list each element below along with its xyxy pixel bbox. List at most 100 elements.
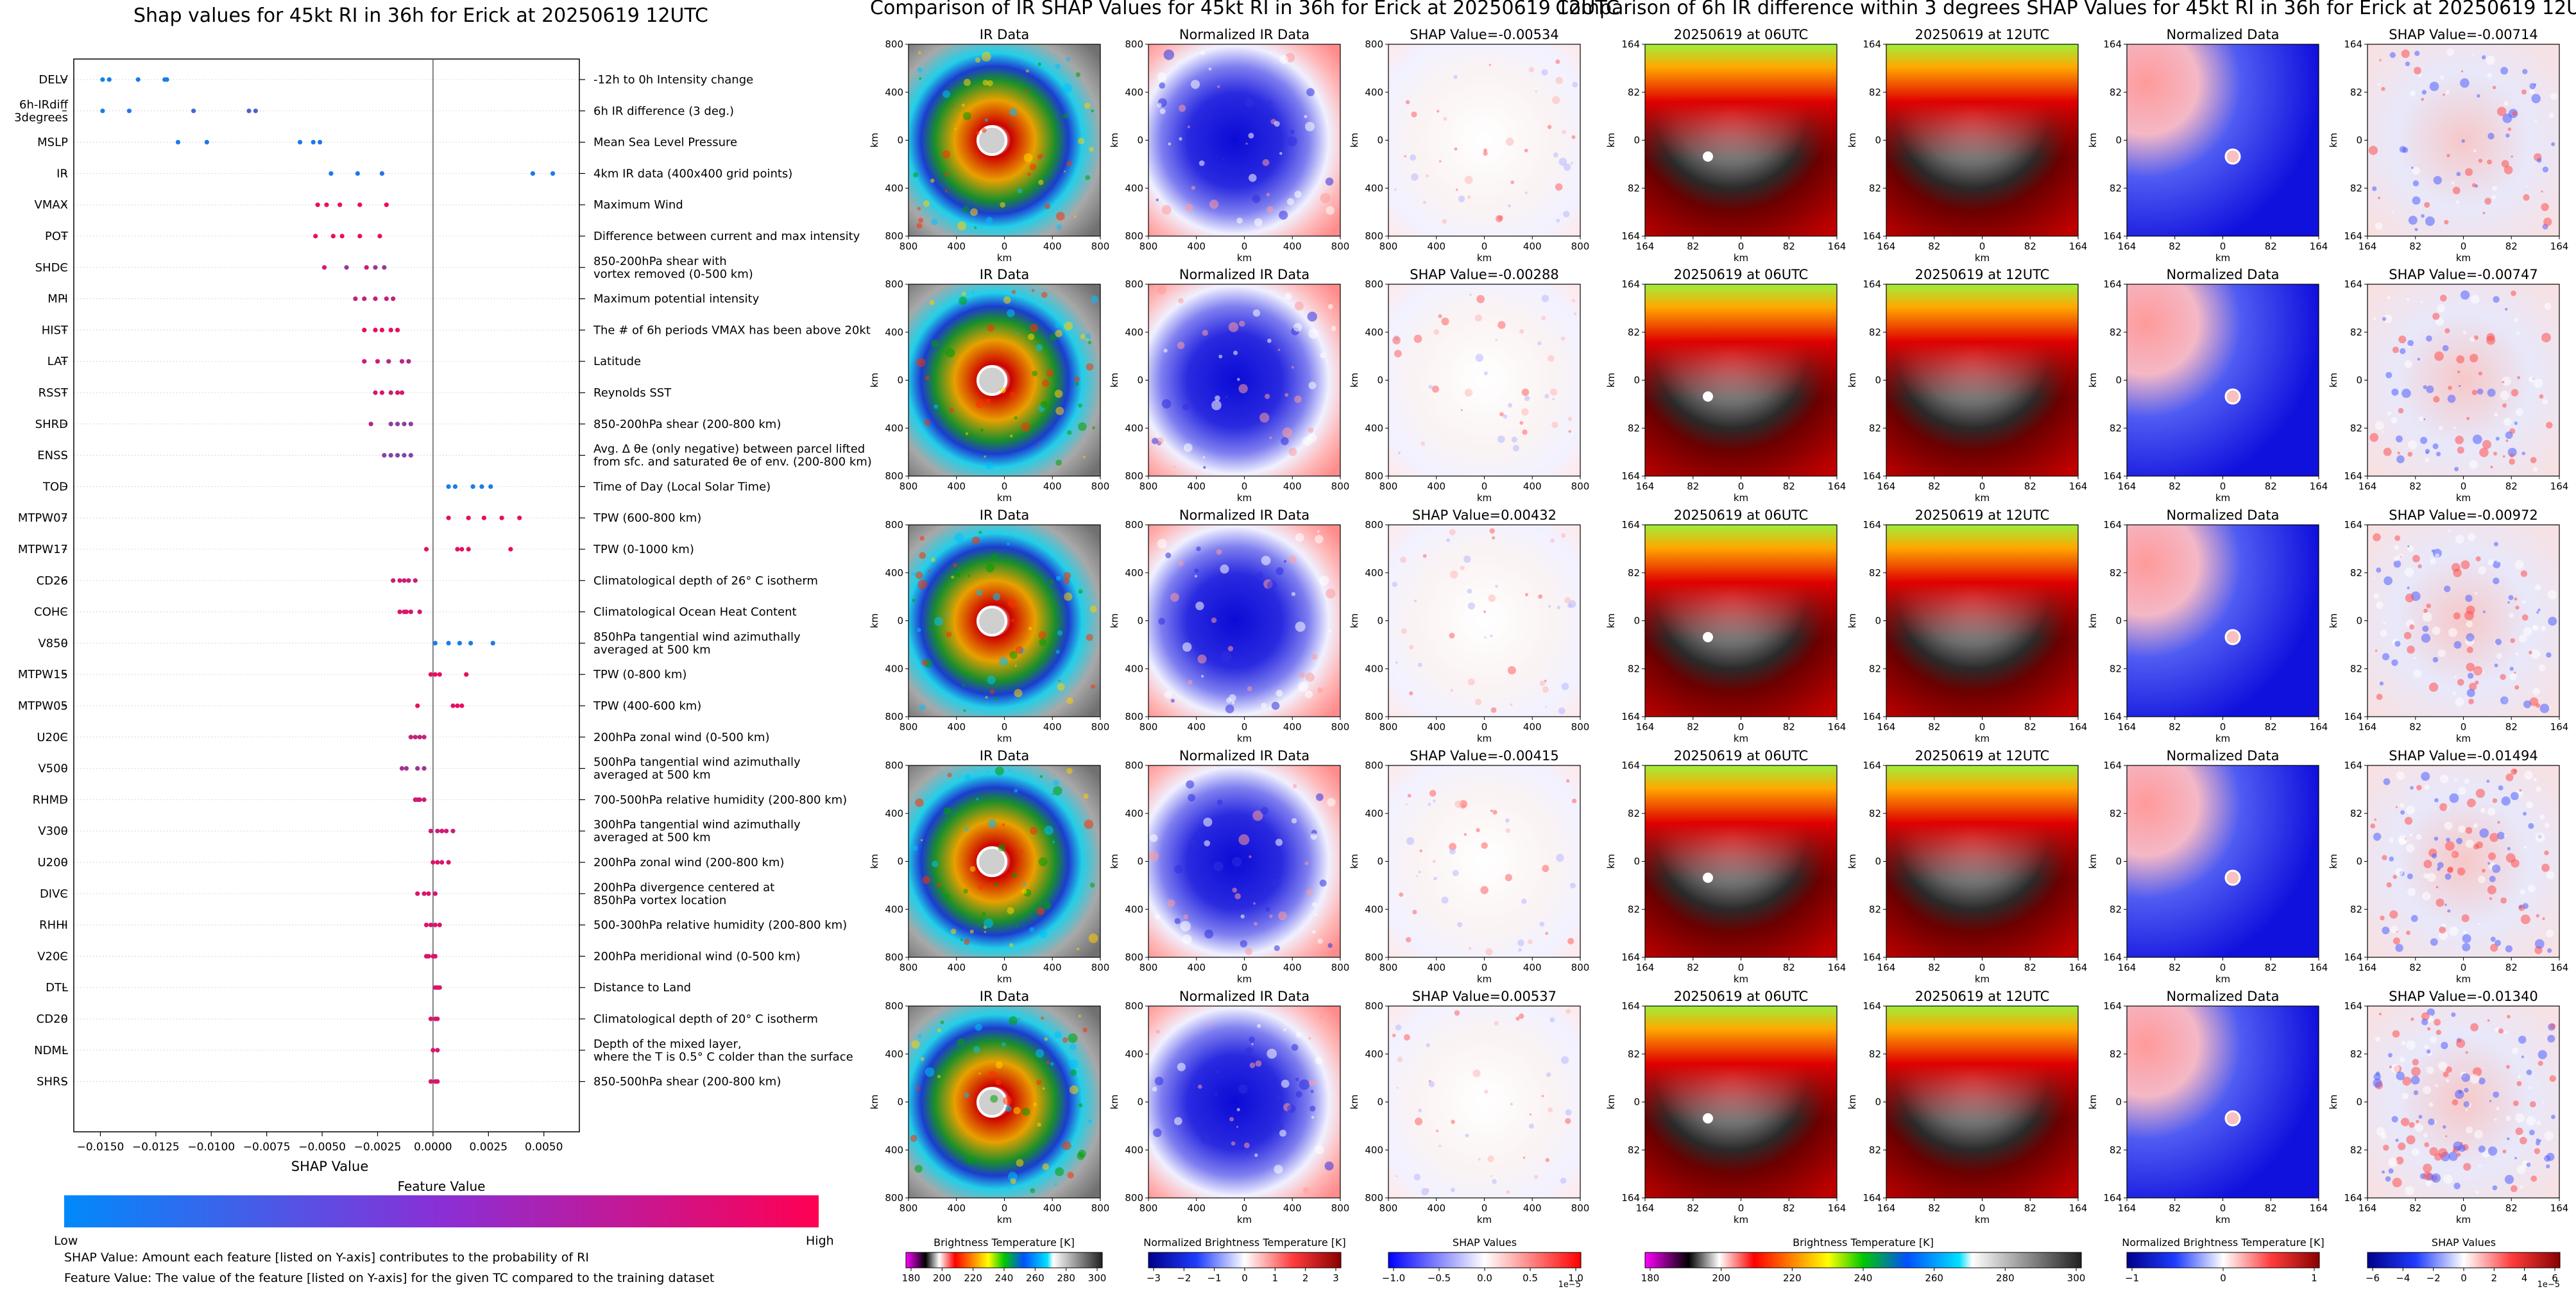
ytick-label: 400 [1365, 87, 1383, 98]
texture-blob [1245, 142, 1248, 145]
texture-blob [1038, 631, 1046, 639]
shap-point [384, 202, 389, 207]
ir-shap-image [1388, 525, 1580, 717]
texture-blob [2498, 785, 2503, 790]
colorbar-tick-label: 1 [1272, 1272, 1279, 1284]
texture-blob [2523, 627, 2532, 636]
texture-blob [2505, 945, 2513, 953]
texture-blob [2396, 435, 2403, 443]
shap-point [530, 171, 536, 176]
shap-point [413, 735, 418, 740]
shap-point [395, 327, 400, 332]
texture-blob [1088, 1119, 1093, 1123]
texture-blob [1564, 597, 1571, 604]
ytick-label: 0 [1137, 135, 1143, 146]
texture-blob [2373, 533, 2381, 542]
x-axis-label: km [1734, 252, 1748, 264]
texture-blob [2494, 1027, 2500, 1032]
texture-blob [2522, 69, 2528, 74]
texture-blob [2487, 1019, 2490, 1022]
feature-description: 4km IR data (400x400 grid points) [593, 167, 792, 180]
ytick-label: 164 [1863, 1192, 1881, 1204]
texture-blob [1203, 817, 1213, 827]
texture-blob [2389, 837, 2394, 843]
texture-blob [2498, 1028, 2504, 1034]
texture-blob [2426, 1049, 2431, 1054]
ytick-label: 800 [885, 711, 903, 722]
texture-blob [2456, 1039, 2466, 1048]
texture-blob [2449, 926, 2459, 936]
y-axis-label: km [2328, 854, 2339, 869]
texture-blob [1207, 1021, 1211, 1026]
texture-blob [1266, 192, 1270, 197]
texture-blob [2503, 101, 2509, 107]
texture-blob [2482, 212, 2486, 215]
texture-blob [1433, 799, 1436, 803]
xtick-label: 800 [1091, 962, 1110, 973]
texture-blob [1253, 902, 1256, 905]
texture-blob [2395, 867, 2404, 876]
texture-blob [1483, 151, 1488, 156]
ytick-label: 82 [2110, 903, 2122, 915]
x-axis-label: km [1734, 492, 1748, 504]
texture-blob [1164, 690, 1172, 699]
panel-title: SHAP Value=-0.00288 [1410, 267, 1559, 282]
y-axis-label: km [2087, 854, 2099, 869]
y-axis-label: km [2087, 1095, 2099, 1109]
texture-blob [994, 766, 1004, 776]
feature-description: 850-500hPa shear (200-800 km) [593, 1075, 781, 1089]
texture-blob [962, 684, 966, 688]
texture-blob [1510, 1102, 1514, 1106]
colorbar-tick-label: −1.0 [1382, 1272, 1405, 1284]
texture-blob [1488, 64, 1492, 66]
center-marker [1703, 632, 1713, 642]
texture-blob [917, 207, 921, 210]
shap-point [422, 891, 427, 896]
texture-blob [2494, 1118, 2497, 1122]
texture-blob [1545, 1157, 1549, 1163]
y-axis-label: km [1847, 854, 1858, 869]
xtick-label: 400 [1427, 962, 1446, 973]
texture-blob [1505, 818, 1510, 823]
texture-blob [2465, 594, 2473, 602]
texture-blob [1197, 654, 1207, 664]
y-axis-label: km [1109, 1095, 1120, 1109]
texture-blob [1030, 826, 1038, 835]
texture-blob [2505, 307, 2508, 311]
texture-blob [1476, 828, 1480, 833]
texture-blob [2383, 622, 2386, 625]
texture-blob [1563, 210, 1570, 218]
shap-point [204, 140, 209, 145]
texture-blob [2423, 1133, 2428, 1138]
cold-top-band [1645, 525, 1837, 717]
texture-blob [2432, 626, 2441, 635]
texture-blob [2444, 841, 2455, 851]
texture-blob [990, 1095, 998, 1103]
y-axis-label: km [1109, 133, 1120, 148]
x-axis-label: km [1477, 492, 1492, 504]
texture-blob [2482, 610, 2486, 613]
texture-blob [1039, 775, 1043, 778]
texture-blob [1201, 674, 1204, 678]
texture-blob [1255, 1060, 1262, 1067]
texture-blob [2503, 1030, 2508, 1034]
texture-blob [2379, 59, 2382, 62]
xtick-label: 0 [1979, 481, 1986, 492]
texture-blob [1269, 914, 1273, 918]
texture-blob [2455, 697, 2464, 706]
texture-blob [1249, 173, 1257, 182]
xtick-label: 164 [2310, 721, 2328, 733]
texture-blob [2438, 1061, 2448, 1071]
xtick-label: 400 [1043, 481, 1062, 492]
shap-point [422, 735, 427, 740]
colorbar-tick-label: 0 [2220, 1272, 2226, 1284]
texture-blob [2458, 1144, 2466, 1152]
texture-blob [944, 173, 949, 177]
xtick-label: 0 [1738, 241, 1744, 252]
texture-blob [2383, 314, 2393, 323]
texture-blob [952, 104, 955, 107]
feature-label: MTPW07 [18, 511, 68, 525]
texture-blob [2470, 1023, 2478, 1032]
panel-title: Normalized Data [2167, 508, 2280, 523]
texture-blob [2453, 612, 2461, 620]
